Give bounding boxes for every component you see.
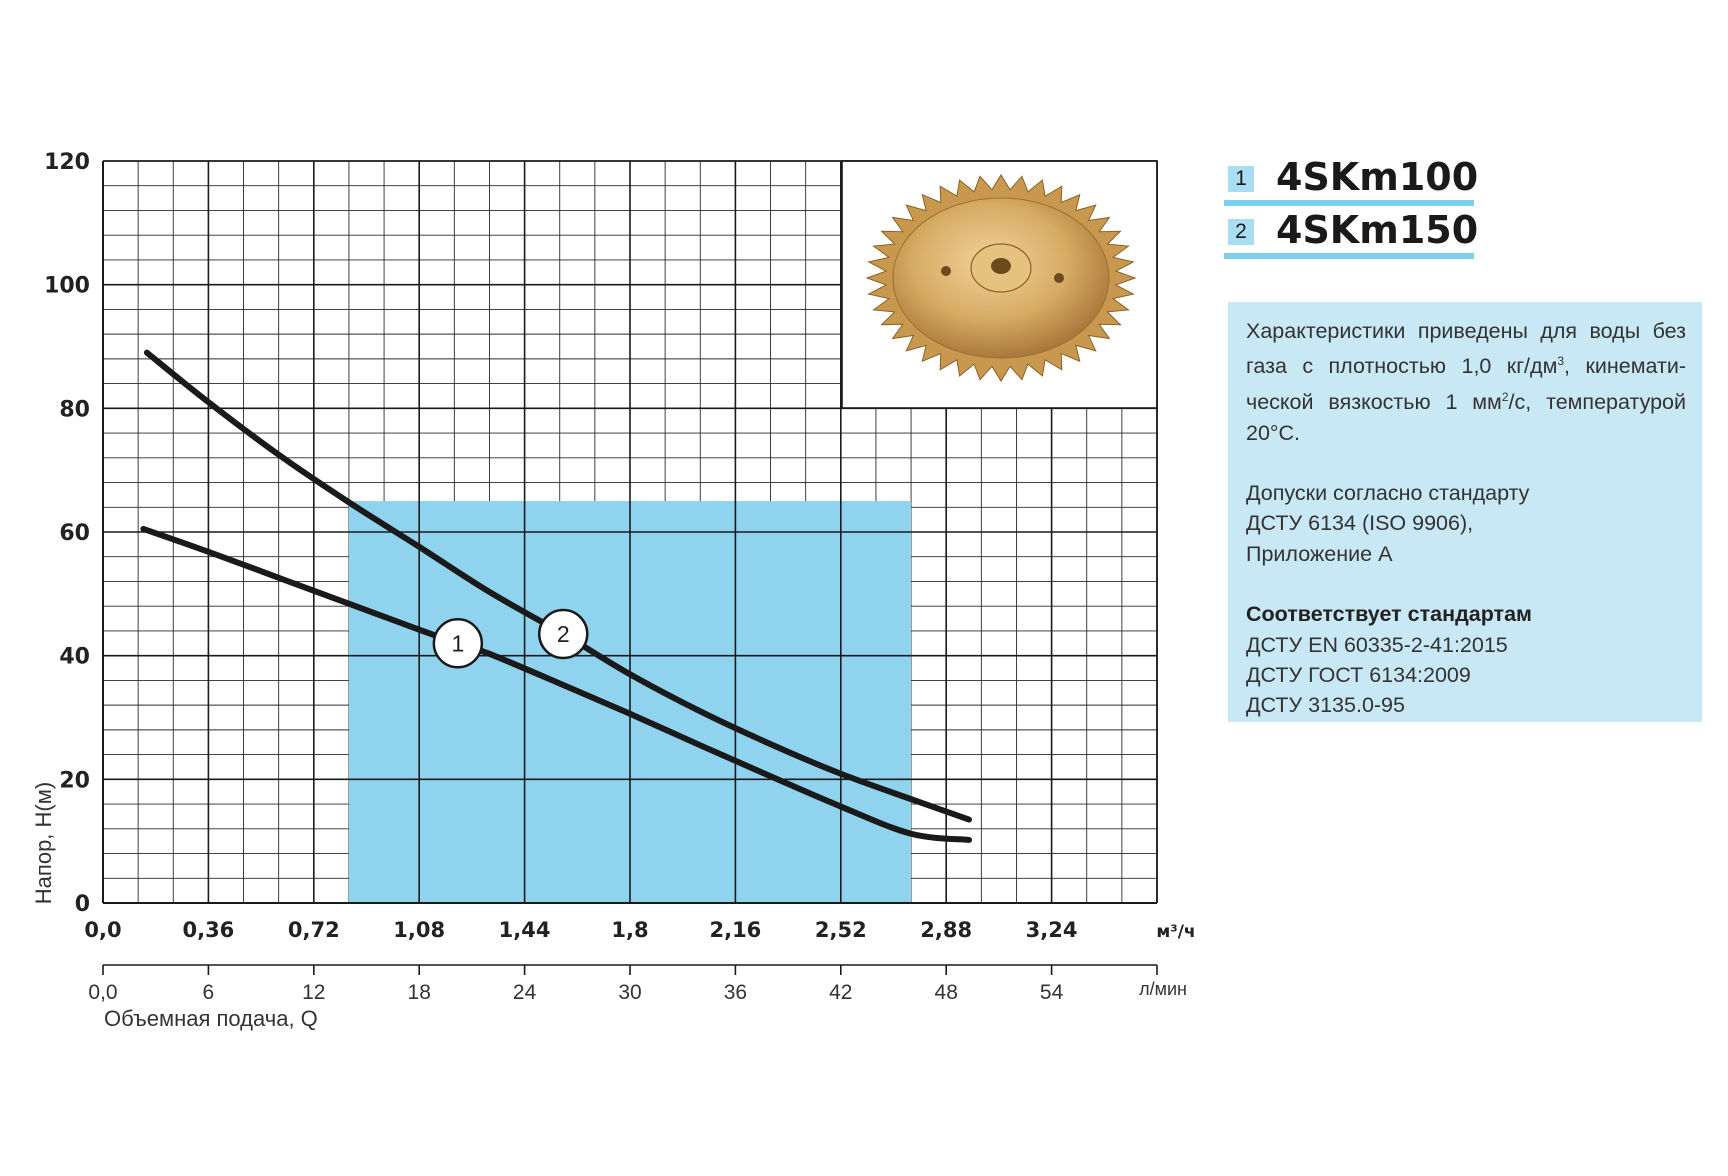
x-tick-label-secondary: 0,0: [88, 981, 117, 1004]
tolerance-line: Приложение А: [1246, 541, 1393, 566]
x-tick-label-secondary: 12: [302, 981, 325, 1004]
legend-model: 4SKm100: [1276, 155, 1479, 199]
x-tick-label-secondary: 54: [1040, 981, 1064, 1004]
y-tick-label: 0: [75, 892, 90, 917]
x-unit-secondary: л/мин: [1139, 979, 1187, 999]
x-tick-label-primary: 1,44: [499, 918, 551, 942]
description: Характеристики приведены для воды без га…: [1246, 319, 1686, 445]
impeller-shaft-hole: [991, 258, 1011, 274]
legend-item-1: 1 4SKm100: [1224, 154, 1478, 206]
marker-circle: [432, 618, 484, 669]
standard-line: ДСТУ EN 60335-2-41:2015: [1246, 632, 1508, 657]
legend-number: 2: [1228, 219, 1254, 245]
x-tick-label-primary: 1,08: [393, 918, 445, 942]
curve-marker-2: 2: [537, 608, 589, 660]
marker-circle: [537, 608, 589, 660]
x-tick-label-secondary: 18: [408, 981, 431, 1004]
axes: [102, 160, 1158, 975]
y-tick-label: 60: [59, 521, 90, 546]
x-unit-primary: м³/ч: [1156, 922, 1195, 942]
marker-label: 2: [557, 621, 570, 647]
x-tick-label-secondary: 24: [513, 981, 537, 1004]
impeller-hole: [941, 266, 951, 276]
x-tick-label-secondary: 30: [618, 981, 641, 1004]
curve-series-1: [140, 525, 973, 843]
y-tick-label: 120: [44, 150, 90, 175]
standard-line: ДСТУ ГОСТ 6134:2009: [1246, 662, 1471, 687]
x-tick-label-primary: 1,8: [611, 918, 648, 942]
legend-model: 4SKm150: [1276, 208, 1479, 252]
x-axis-title: Объемная подача, Q: [104, 1006, 318, 1031]
y-tick-label: 40: [59, 645, 90, 670]
x-tick-label-secondary: 6: [203, 981, 215, 1004]
standards-title: Соответствует стандартам: [1246, 602, 1532, 627]
x-tick-label-primary: 0,0: [84, 918, 121, 942]
x-tick-label-primary: 2,88: [920, 918, 972, 942]
x-tick-label-secondary: 42: [829, 981, 852, 1004]
standard-line: ДСТУ 3135.0-95: [1246, 693, 1405, 718]
x-tick-label-primary: 0,72: [288, 918, 340, 942]
impeller-hole: [1054, 273, 1064, 283]
legend-number: 1: [1228, 166, 1254, 192]
tolerance-line: ДСТУ 6134 (ISO 9906),: [1246, 511, 1474, 536]
curve-marker-1: 1: [432, 618, 484, 669]
info-box: Характеристики приведены для воды без га…: [1228, 302, 1702, 722]
x-tick-label-primary: 3,24: [1026, 918, 1078, 942]
x-tick-label-secondary: 48: [935, 981, 958, 1004]
marker-label: 1: [451, 630, 464, 656]
bronze-impeller-icon: [841, 160, 1158, 409]
y-tick-label: 100: [44, 274, 90, 299]
x-tick-label-primary: 2,16: [709, 918, 761, 942]
axis-labels: Напор, H(м) Объемная подача, Q м³/ч л/ми…: [31, 150, 1196, 1031]
x-tick-label-primary: 0,36: [182, 918, 234, 942]
y-tick-label: 20: [59, 768, 90, 793]
y-tick-label: 80: [59, 397, 90, 422]
y-axis-title: Напор, H(м): [31, 782, 56, 904]
x-tick-label-primary: 2,52: [815, 918, 867, 942]
legend-item-2: 2 4SKm150: [1224, 207, 1478, 259]
x-tick-label-secondary: 36: [724, 981, 747, 1004]
tolerance-line: Допуски согласно стандарту: [1246, 480, 1530, 505]
